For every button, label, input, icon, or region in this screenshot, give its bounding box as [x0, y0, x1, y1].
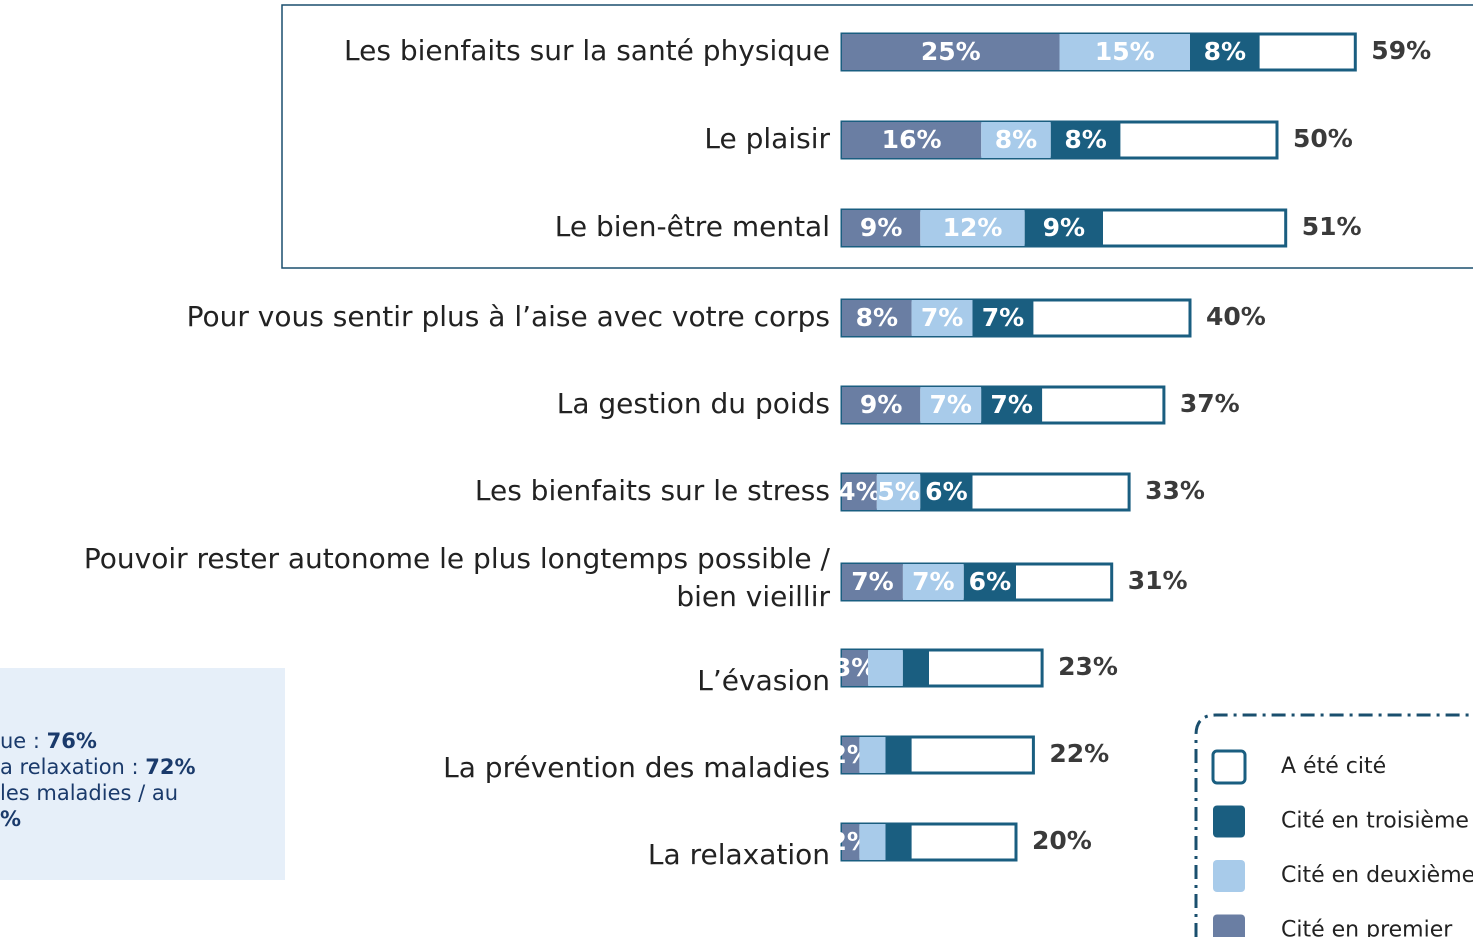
total-label: 40% [1206, 302, 1266, 331]
value-label: 7% [982, 303, 1024, 332]
value-label: 16% [882, 125, 942, 154]
bar-segment [842, 737, 860, 773]
bar-segment [902, 650, 929, 686]
note-line: % [0, 807, 21, 831]
value-label: 9% [860, 390, 902, 419]
total-label: 51% [1302, 212, 1362, 241]
total-label: 37% [1180, 389, 1240, 418]
bar-segment [876, 474, 921, 510]
category-label: Le plaisir [704, 122, 830, 155]
value-label: 8% [1204, 37, 1246, 66]
total-label: 33% [1145, 476, 1205, 505]
value-label: 4% [838, 477, 880, 506]
value-label: 9% [860, 213, 902, 242]
value-label: 25% [921, 37, 981, 66]
value-label: 7% [930, 390, 972, 419]
note-text: les maladies / au [0, 781, 178, 805]
legend-label: Cité en premier [1281, 918, 1453, 937]
category-label: bien vieillir [676, 580, 830, 613]
bar-segment [1190, 34, 1260, 70]
value-label: 5% [877, 477, 919, 506]
note-text: ue : [0, 729, 47, 753]
value-label: 6% [925, 477, 967, 506]
legend-label: Cité en deuxième [1281, 863, 1473, 888]
value-label: 15% [1095, 37, 1155, 66]
bar-segment [842, 387, 921, 423]
value-label: 6% [969, 567, 1011, 596]
bar-segment [842, 650, 869, 686]
value-label: 7% [851, 567, 893, 596]
bar-segment [1059, 34, 1190, 70]
bar-segment [885, 824, 912, 860]
value-label: 8% [995, 125, 1037, 154]
category-label: La relaxation [648, 838, 830, 871]
category-label: La prévention des maladies [443, 751, 830, 784]
category-label: Pouvoir rester autonome le plus longtemp… [84, 542, 831, 575]
note-line: a relaxation : 72% [0, 755, 196, 779]
category-label: La gestion du poids [557, 387, 830, 420]
total-label: 22% [1049, 739, 1109, 768]
value-label: 12% [943, 213, 1003, 242]
bar-segment [981, 387, 1043, 423]
bar-segment [981, 122, 1051, 158]
bar-segment [859, 737, 886, 773]
note-bold: 72% [145, 755, 195, 779]
bar-segment [1050, 122, 1121, 158]
bar-segment [842, 300, 912, 336]
note-bold: % [0, 807, 21, 831]
value-label: 7% [921, 303, 963, 332]
legend-label: Cité en troisième [1281, 809, 1469, 834]
value-label: 7% [990, 390, 1032, 419]
legend-swatch [1213, 860, 1245, 892]
value-label: 7% [912, 567, 954, 596]
legend-swatch [1211, 749, 1247, 785]
value-label: 9% [1043, 213, 1085, 242]
bar-segment [842, 824, 860, 860]
bar-segment [859, 824, 886, 860]
category-label: Le bien-être mental [555, 210, 830, 243]
bar-segment [842, 210, 921, 246]
bar-segment [842, 564, 903, 600]
bar-segment [963, 564, 1016, 600]
note-line: ue : 76% [0, 729, 97, 753]
bar-segment [920, 474, 973, 510]
category-label: L’évasion [697, 664, 830, 697]
legend-swatch [1213, 805, 1245, 838]
total-label: 23% [1058, 652, 1118, 681]
legend-box [1194, 713, 1473, 937]
bar-segment [1024, 210, 1103, 246]
total-label: 31% [1128, 566, 1188, 595]
bar-segment [885, 737, 912, 773]
value-label: 8% [856, 303, 898, 332]
bar-segment [972, 300, 1034, 336]
bar-segment [920, 387, 982, 423]
note-bold: 76% [47, 729, 97, 753]
total-label: 50% [1293, 124, 1353, 153]
bar-segment [842, 474, 877, 510]
value-label: 8% [1064, 125, 1106, 154]
note-box [0, 668, 285, 880]
category-label: Les bienfaits sur le stress [475, 474, 830, 507]
category-label: Les bienfaits sur la santé physique [344, 34, 830, 67]
legend-swatch [1213, 914, 1245, 937]
bar-segment [902, 564, 964, 600]
bar-segment [842, 34, 1060, 70]
highlight-box [281, 4, 1473, 269]
note-text: a relaxation : [0, 755, 145, 779]
total-label: 20% [1032, 826, 1092, 855]
total-label: 59% [1371, 36, 1431, 65]
category-label: Pour vous sentir plus à l’aise avec votr… [187, 300, 830, 333]
bar-segment [868, 650, 903, 686]
bar-segment [920, 210, 1025, 246]
bar-segment [911, 300, 973, 336]
bar-segment [842, 122, 982, 158]
note-line: les maladies / au [0, 781, 178, 805]
legend-label: A été cité [1281, 754, 1386, 779]
